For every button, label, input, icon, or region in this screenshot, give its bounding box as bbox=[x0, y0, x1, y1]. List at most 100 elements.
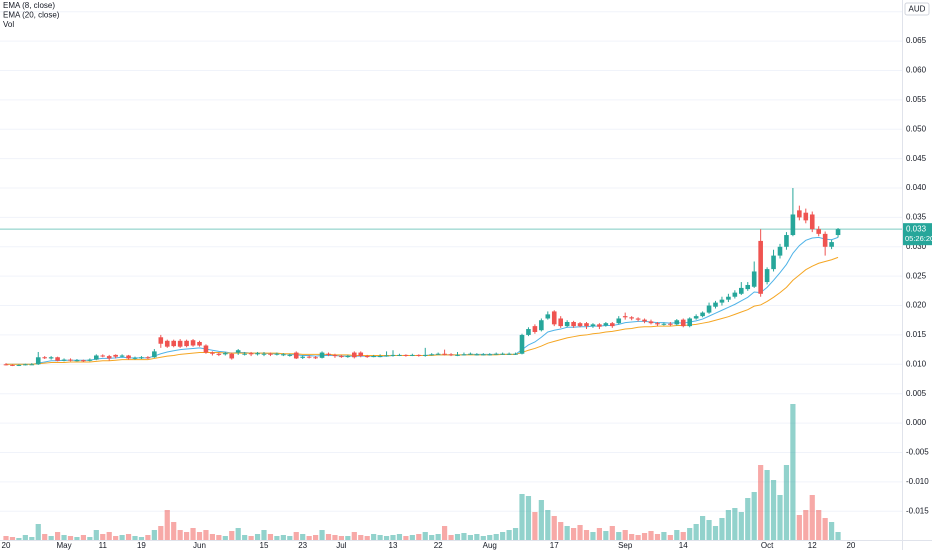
volume-bar bbox=[267, 534, 274, 540]
candle-body bbox=[506, 353, 512, 355]
candle-body bbox=[139, 357, 144, 359]
candle-body bbox=[822, 233, 828, 247]
volume-bar bbox=[345, 536, 351, 540]
x-tick-label: 12 bbox=[808, 541, 817, 550]
currency: AUD bbox=[909, 5, 926, 14]
volume-bar bbox=[500, 532, 506, 540]
candle-body bbox=[680, 319, 686, 327]
candle-body bbox=[661, 323, 667, 325]
volume-bar bbox=[22, 535, 28, 540]
volume-bar bbox=[132, 536, 138, 540]
candle-body bbox=[177, 340, 183, 347]
axes: 0.0700.0650.0600.0550.0500.0450.0400.035… bbox=[2, 7, 930, 550]
volume-bar bbox=[229, 531, 235, 540]
volume-bar bbox=[532, 512, 538, 540]
volume-bar bbox=[338, 536, 344, 540]
volume-bar bbox=[829, 522, 835, 540]
y-tick-label: -0.005 bbox=[906, 448, 929, 457]
volume-bar bbox=[712, 526, 719, 540]
volume-bar bbox=[738, 512, 744, 540]
y-tick-label: 0.050 bbox=[906, 124, 927, 133]
y-tick-label: 0.010 bbox=[906, 359, 927, 368]
x-tick-label: Jun bbox=[193, 541, 206, 550]
y-tick-label: 0.060 bbox=[906, 66, 927, 75]
candle-body bbox=[539, 320, 544, 331]
candle-body bbox=[197, 341, 202, 346]
volume-bar bbox=[764, 470, 770, 540]
volume-bar bbox=[209, 534, 215, 540]
candle-body bbox=[745, 284, 751, 290]
candle-body bbox=[551, 311, 557, 325]
currency-box bbox=[904, 2, 930, 16]
candle-body bbox=[564, 322, 570, 327]
candle-body bbox=[403, 354, 409, 356]
volume-bar bbox=[42, 534, 48, 540]
volume-bar bbox=[519, 494, 525, 540]
legend-entry: Vol bbox=[3, 20, 14, 29]
candle-body bbox=[603, 323, 609, 326]
volume-bar bbox=[719, 518, 725, 540]
volume-bar bbox=[280, 535, 286, 540]
volume-bar bbox=[564, 526, 570, 540]
candle-body bbox=[732, 292, 738, 297]
candles bbox=[3, 188, 841, 367]
volume-bar bbox=[9, 537, 16, 540]
candle-body bbox=[577, 323, 583, 327]
x-tick-label: 19 bbox=[137, 541, 146, 550]
candle-body bbox=[713, 302, 718, 307]
volume-bar bbox=[551, 516, 557, 540]
y-tick-label: 0.000 bbox=[906, 418, 927, 427]
volume-bar bbox=[770, 480, 777, 540]
volume-bar bbox=[725, 510, 731, 540]
candle-body bbox=[377, 356, 383, 358]
volume-bar bbox=[648, 531, 654, 540]
volume-bar bbox=[571, 528, 577, 540]
candle-body bbox=[461, 354, 467, 356]
y-tick-label: 0.030 bbox=[906, 242, 927, 251]
candle-body bbox=[693, 316, 699, 319]
volume-bar bbox=[732, 508, 738, 540]
volume-bar bbox=[661, 532, 667, 540]
candle-body bbox=[94, 355, 99, 360]
volume-bar bbox=[674, 530, 680, 540]
volume-bar bbox=[474, 534, 480, 540]
x-tick-label: Oct bbox=[761, 541, 774, 550]
candle-body bbox=[481, 354, 486, 356]
volume-bar bbox=[190, 528, 196, 540]
candle-body bbox=[42, 357, 47, 359]
volume-bar bbox=[396, 534, 403, 540]
candle-body bbox=[100, 355, 106, 357]
volume-bar bbox=[119, 535, 125, 540]
volume-pane bbox=[3, 404, 841, 540]
candle-body bbox=[113, 354, 118, 357]
candle-body bbox=[203, 345, 209, 353]
volume-bar bbox=[654, 534, 661, 540]
volume-bar bbox=[590, 532, 596, 540]
candle-body bbox=[171, 340, 176, 347]
candle-body bbox=[74, 360, 80, 362]
candle-body bbox=[622, 316, 628, 318]
x-tick-label: 14 bbox=[679, 541, 688, 550]
candle-body bbox=[306, 356, 312, 358]
y-tick-label: 0.005 bbox=[906, 389, 927, 398]
x-tick-label: 17 bbox=[550, 541, 559, 550]
y-tick-label: 0.025 bbox=[906, 271, 927, 280]
y-tick-label: 0.015 bbox=[906, 330, 927, 339]
volume-bar bbox=[293, 532, 299, 540]
candle-body bbox=[519, 334, 525, 354]
candle-body bbox=[784, 235, 789, 247]
candle-body bbox=[668, 323, 673, 325]
candle-body bbox=[3, 364, 9, 366]
volume-bar bbox=[177, 530, 183, 540]
volume-bar bbox=[242, 535, 248, 540]
candle-body bbox=[635, 318, 641, 320]
volume-bar bbox=[222, 536, 228, 540]
volume-bar bbox=[254, 534, 261, 540]
volume-bar bbox=[512, 528, 519, 540]
volume-bar bbox=[16, 538, 22, 540]
volume-bar bbox=[274, 536, 280, 540]
volume-bar bbox=[777, 495, 783, 540]
candle-body bbox=[339, 356, 344, 358]
candle-body bbox=[223, 353, 228, 355]
volume-bar bbox=[745, 498, 751, 540]
